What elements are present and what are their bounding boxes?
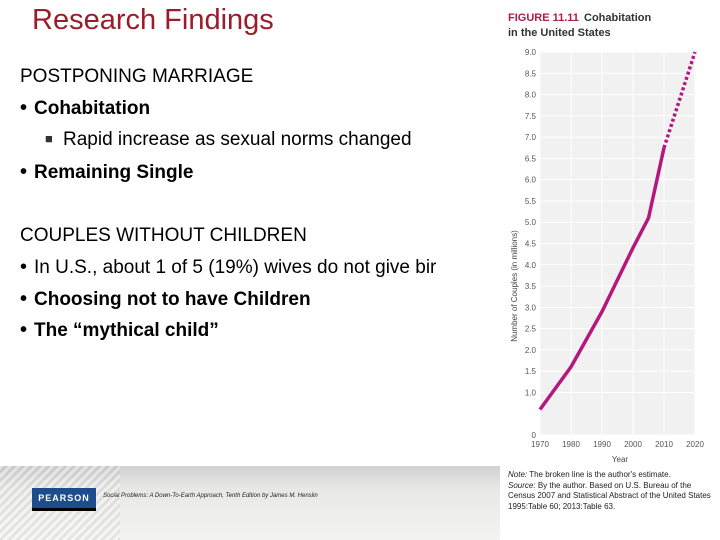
- square-bullet-icon: ■: [45, 131, 53, 146]
- bullet-choosing-not: • Choosing not to have Children: [20, 288, 311, 311]
- y-axis-label: Number of Couples (in millions): [510, 230, 519, 342]
- bullet-one-in-five: • In U.S., about 1 of 5 (19%) wives do no…: [20, 256, 436, 279]
- y-ticks: 0 1.0 1.5 2.0 2.5 3.0 3.5 4.0 4.5 5.0 5.5 6.0 6.5 7.0…: [525, 48, 537, 440]
- figure-title: Cohabitation: [584, 12, 652, 24]
- x-tick-label: 1980: [562, 440, 580, 449]
- y-tick-label: 8.0: [525, 91, 537, 100]
- pearson-logo: PEARSON: [32, 488, 96, 508]
- chart-lines: [538, 51, 697, 411]
- bullet-dot-icon: •: [20, 97, 28, 119]
- data-line-solid: [538, 147, 666, 411]
- section-heading-postponing-marriage: POSTPONING MARRIAGE: [20, 66, 254, 87]
- y-tick-label: 5.5: [525, 197, 537, 206]
- bullet-dot-icon: •: [20, 161, 28, 183]
- y-tick-label: 7.5: [525, 112, 537, 121]
- x-axis-label: Year: [612, 455, 629, 464]
- y-tick-label: 8.5: [525, 69, 537, 78]
- y-tick-label: 6.5: [525, 154, 537, 163]
- sub-bullet-text: Rapid increase as sexual norms changed: [63, 129, 412, 150]
- x-ticks: 1970 1980 1990 2000 2010 2020: [531, 440, 704, 449]
- x-tick-label: 1970: [531, 440, 549, 449]
- y-tick-label: 2.0: [525, 346, 537, 355]
- x-tick-label: 2020: [686, 440, 704, 449]
- section-heading-couples-without-children: COUPLES WITHOUT CHILDREN: [20, 225, 307, 246]
- source-text: By the author. Based on U.S. Bureau of t…: [508, 480, 711, 511]
- bullet-dot-icon: •: [20, 288, 28, 310]
- bullet-text: Remaining Single: [34, 162, 194, 183]
- figure-notes: Note: The broken line is the author's es…: [508, 470, 716, 512]
- bullet-remaining-single: • Remaining Single: [20, 161, 193, 184]
- bullet-text: The “mythical child”: [34, 320, 219, 341]
- slide-title: Research Findings: [32, 4, 274, 36]
- y-tick-label: 3.0: [525, 303, 537, 312]
- sub-bullet-rapid-increase: ■ Rapid increase as sexual norms changed: [45, 129, 412, 151]
- bullet-text: Choosing not to have Children: [34, 289, 311, 310]
- y-tick-label: 1.0: [525, 388, 537, 397]
- x-tick-label: 2010: [655, 440, 673, 449]
- bullet-dot-icon: •: [20, 256, 28, 278]
- bullet-cohabitation: • Cohabitation: [20, 97, 150, 120]
- note-label: Note:: [508, 470, 528, 479]
- x-tick-label: 1990: [593, 440, 611, 449]
- estimate-line-dashed: [662, 51, 697, 149]
- y-tick-label: 7.0: [525, 133, 537, 142]
- figure-label: FIGURE 11.11: [508, 12, 579, 24]
- y-tick-label: 4.0: [525, 261, 537, 270]
- footer-credit: Social Problems: A Down-To-Earth Approac…: [103, 493, 318, 499]
- y-tick-label: 4.5: [525, 240, 537, 249]
- y-tick-label: 3.5: [525, 282, 537, 291]
- bullet-mythical-child: • The “mythical child”: [20, 319, 219, 342]
- y-tick-label: 5.0: [525, 218, 537, 227]
- y-tick-label: 0: [532, 431, 537, 440]
- logo-underline: [32, 508, 96, 511]
- cohabitation-chart: Number of Couples (in millions) Year 0 1.…: [510, 48, 704, 464]
- note-text: The broken line is the author's estimate…: [529, 470, 671, 479]
- x-tick-label: 2000: [624, 440, 642, 449]
- bullet-text: Cohabitation: [34, 98, 151, 119]
- y-tick-label: 2.5: [525, 325, 537, 334]
- source-label: Source:: [508, 480, 536, 490]
- bullet-text: In U.S., about 1 of 5 (19%) wives do not…: [34, 257, 437, 278]
- y-tick-label: 1.5: [525, 367, 537, 376]
- y-tick-label: 9.0: [525, 48, 537, 57]
- figure-subtitle: in the United States: [508, 27, 611, 39]
- y-tick-label: 6.0: [525, 176, 537, 185]
- bullet-dot-icon: •: [20, 319, 28, 341]
